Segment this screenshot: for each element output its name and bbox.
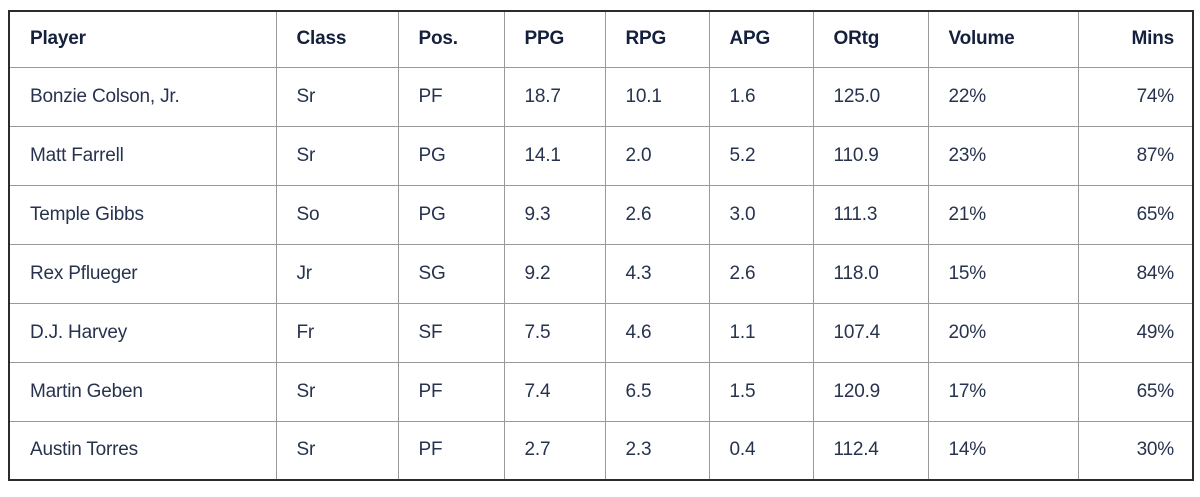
header-row: Player Class Pos. PPG RPG APG ORtg Volume Mins bbox=[8, 10, 1194, 68]
stat-cell: 2.6 bbox=[708, 243, 814, 304]
column-header-pos: Pos. bbox=[397, 10, 505, 68]
stat-cell: 2.3 bbox=[604, 420, 710, 481]
stat-cell: Fr bbox=[275, 302, 399, 363]
table-body: Bonzie Colson, Jr. Sr PF 18.7 10.1 1.6 125.0 22… bbox=[8, 66, 1194, 481]
stat-cell: 74% bbox=[1077, 66, 1194, 127]
stat-cell: 0.4 bbox=[708, 420, 814, 481]
column-header-rpg: RPG bbox=[604, 10, 710, 68]
player-name-cell: Bonzie Colson, Jr. bbox=[8, 66, 277, 127]
stat-cell: 2.0 bbox=[604, 125, 710, 186]
column-header-volume: Volume bbox=[927, 10, 1079, 68]
table-row: Bonzie Colson, Jr. Sr PF 18.7 10.1 1.6 125.0 22… bbox=[8, 66, 1194, 127]
stat-cell: 125.0 bbox=[812, 66, 929, 127]
table-row: D.J. Harvey Fr SF 7.5 4.6 1.1 107.4 20% 49% bbox=[8, 302, 1194, 363]
stat-cell: 14% bbox=[927, 420, 1079, 481]
column-header-mins: Mins bbox=[1077, 10, 1194, 68]
table-header: Player Class Pos. PPG RPG APG ORtg Volume Mins bbox=[8, 10, 1194, 68]
stat-cell: SG bbox=[397, 243, 505, 304]
stat-cell: 118.0 bbox=[812, 243, 929, 304]
stat-cell: 110.9 bbox=[812, 125, 929, 186]
player-name-cell: Austin Torres bbox=[8, 420, 277, 481]
stat-cell: 4.3 bbox=[604, 243, 710, 304]
stat-cell: Sr bbox=[275, 125, 399, 186]
table-row: Matt Farrell Sr PG 14.1 2.0 5.2 110.9 23% 87% bbox=[8, 125, 1194, 186]
stat-cell: 49% bbox=[1077, 302, 1194, 363]
stat-cell: 2.6 bbox=[604, 184, 710, 245]
stat-cell: Sr bbox=[275, 361, 399, 422]
stat-cell: 107.4 bbox=[812, 302, 929, 363]
stat-cell: 21% bbox=[927, 184, 1079, 245]
column-header-ppg: PPG bbox=[503, 10, 606, 68]
player-name-cell: Rex Pflueger bbox=[8, 243, 277, 304]
player-stats-table-container: Player Class Pos. PPG RPG APG ORtg Volume Mins B… bbox=[8, 10, 1194, 481]
stat-cell: 9.3 bbox=[503, 184, 606, 245]
stat-cell: Sr bbox=[275, 420, 399, 481]
stat-cell: 112.4 bbox=[812, 420, 929, 481]
table-row: Temple Gibbs So PG 9.3 2.6 3.0 111.3 21% 65% bbox=[8, 184, 1194, 245]
stat-cell: 7.4 bbox=[503, 361, 606, 422]
stat-cell: 87% bbox=[1077, 125, 1194, 186]
stat-cell: 7.5 bbox=[503, 302, 606, 363]
column-header-apg: APG bbox=[708, 10, 814, 68]
stat-cell: 20% bbox=[927, 302, 1079, 363]
player-name-cell: Temple Gibbs bbox=[8, 184, 277, 245]
stat-cell: 22% bbox=[927, 66, 1079, 127]
stat-cell: 6.5 bbox=[604, 361, 710, 422]
stat-cell: 14.1 bbox=[503, 125, 606, 186]
stat-cell: 17% bbox=[927, 361, 1079, 422]
table-row: Austin Torres Sr PF 2.7 2.3 0.4 112.4 14% 30% bbox=[8, 420, 1194, 481]
column-header-ortg: ORtg bbox=[812, 10, 929, 68]
stat-cell: 9.2 bbox=[503, 243, 606, 304]
stat-cell: 5.2 bbox=[708, 125, 814, 186]
stat-cell: 65% bbox=[1077, 184, 1194, 245]
table-row: Rex Pflueger Jr SG 9.2 4.3 2.6 118.0 15% 84% bbox=[8, 243, 1194, 304]
stat-cell: 111.3 bbox=[812, 184, 929, 245]
stat-cell: SF bbox=[397, 302, 505, 363]
stat-cell: 120.9 bbox=[812, 361, 929, 422]
player-stats-table: Player Class Pos. PPG RPG APG ORtg Volume Mins B… bbox=[8, 10, 1194, 481]
stat-cell: Sr bbox=[275, 66, 399, 127]
player-name-cell: Matt Farrell bbox=[8, 125, 277, 186]
stat-cell: 1.6 bbox=[708, 66, 814, 127]
stat-cell: 23% bbox=[927, 125, 1079, 186]
stat-cell: 4.6 bbox=[604, 302, 710, 363]
table-row: Martin Geben Sr PF 7.4 6.5 1.5 120.9 17% 65% bbox=[8, 361, 1194, 422]
stat-cell: PG bbox=[397, 125, 505, 186]
stat-cell: PF bbox=[397, 420, 505, 481]
stat-cell: 1.1 bbox=[708, 302, 814, 363]
stat-cell: 1.5 bbox=[708, 361, 814, 422]
stat-cell: 18.7 bbox=[503, 66, 606, 127]
stat-cell: 2.7 bbox=[503, 420, 606, 481]
stat-cell: 65% bbox=[1077, 361, 1194, 422]
column-header-class: Class bbox=[275, 10, 399, 68]
player-name-cell: Martin Geben bbox=[8, 361, 277, 422]
column-header-player: Player bbox=[8, 10, 277, 68]
stat-cell: Jr bbox=[275, 243, 399, 304]
stat-cell: 15% bbox=[927, 243, 1079, 304]
stat-cell: 30% bbox=[1077, 420, 1194, 481]
stat-cell: PF bbox=[397, 361, 505, 422]
stat-cell: 84% bbox=[1077, 243, 1194, 304]
stat-cell: 3.0 bbox=[708, 184, 814, 245]
player-name-cell: D.J. Harvey bbox=[8, 302, 277, 363]
stat-cell: So bbox=[275, 184, 399, 245]
stat-cell: PG bbox=[397, 184, 505, 245]
stat-cell: PF bbox=[397, 66, 505, 127]
stat-cell: 10.1 bbox=[604, 66, 710, 127]
